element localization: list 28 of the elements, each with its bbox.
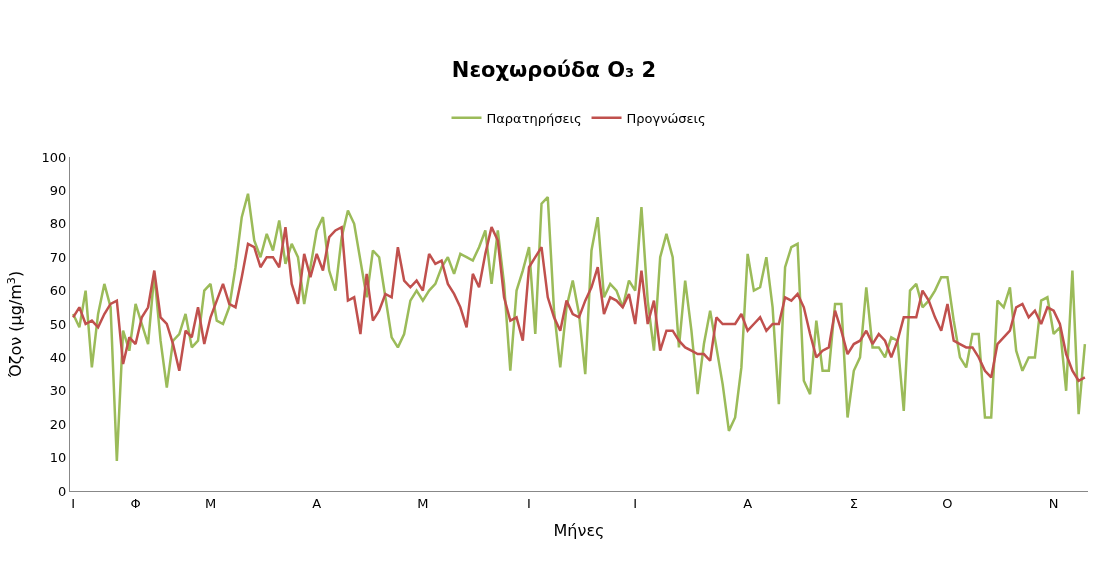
y-tick-label: 90 [49, 182, 67, 198]
x-tick-label: Ο [942, 495, 953, 511]
x-tick-label: Ι [527, 495, 531, 511]
x-tick-label: Ι [633, 495, 638, 511]
x-tick-label: Α [312, 495, 322, 511]
y-tick-label: 10 [49, 450, 67, 466]
x-tick-label: Σ [849, 495, 858, 511]
x-axis-title: Μήνες [553, 521, 605, 541]
x-tick-label: Ι [71, 495, 76, 511]
line-series [71, 192, 1087, 463]
legend-label: Παρατηρήσεις [486, 110, 582, 126]
line-series [71, 225, 1087, 383]
y-tick-label: 40 [49, 349, 67, 365]
x-tick-label: Ν [1048, 495, 1059, 511]
x-tick-label: Φ [130, 495, 141, 511]
y-tick-label: 60 [49, 283, 67, 299]
x-tick-label: Α [743, 495, 753, 511]
x-tick-label: Μ [417, 495, 429, 511]
y-tick-label: 50 [49, 316, 67, 332]
x-tick-label: Μ [204, 495, 217, 511]
chart-title: Νεοχωρούδα O₃ 2 [451, 57, 657, 82]
y-tick-label: 70 [49, 249, 67, 265]
y-tick-label: 20 [49, 416, 67, 432]
y-tick-label: 30 [49, 383, 67, 399]
legend-label: Προγνώσεις [626, 110, 706, 126]
y-tick-label: 0 [58, 483, 67, 499]
y-tick-label: 80 [49, 216, 67, 232]
y-tick-label: 100 [41, 149, 67, 165]
